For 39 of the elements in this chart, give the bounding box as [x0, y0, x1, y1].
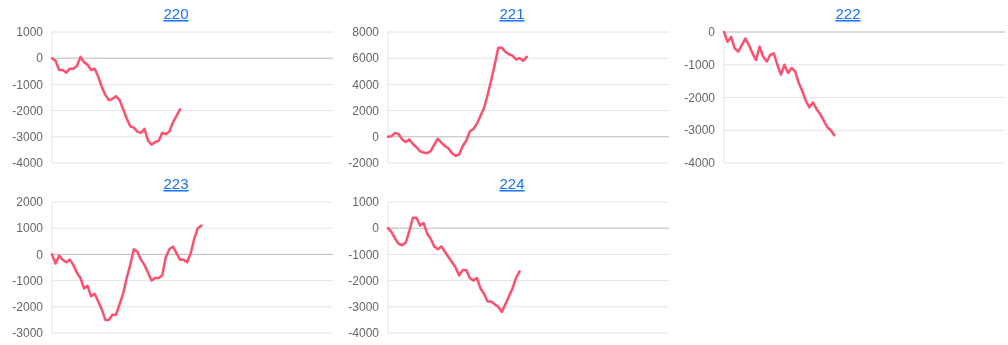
y-tick-label: -4000	[684, 156, 716, 171]
y-tick-label: -1000	[12, 77, 44, 92]
y-tick-label: -1000	[684, 57, 716, 72]
line-series	[50, 224, 203, 322]
y-tick-label: -2000	[348, 273, 380, 288]
y-tick-label: 0	[36, 51, 44, 66]
y-tick-label: 1000	[16, 25, 44, 40]
y-tick-label: 0	[372, 221, 380, 236]
y-tick-label: -2000	[12, 300, 44, 314]
y-tick-label: 0	[372, 130, 380, 144]
y-tick-label: 2000	[352, 103, 380, 118]
y-tick-label: 8000	[352, 25, 380, 40]
y-tick-label: -3000	[12, 326, 44, 341]
y-tick-label: 1000	[352, 195, 380, 210]
y-tick-label: 0	[708, 25, 716, 40]
y-tick-label: -2000	[348, 156, 380, 171]
chart-title: 221	[499, 5, 525, 22]
chart-title: 224	[499, 175, 525, 192]
y-tick-label: 2000	[16, 195, 44, 210]
y-tick-label: 1000	[16, 221, 44, 236]
chart-title: 220	[163, 5, 189, 22]
line-series	[386, 46, 528, 158]
y-tick-label: -1000	[12, 273, 44, 288]
y-tick-label: 6000	[352, 51, 380, 66]
line-series	[722, 30, 836, 137]
y-tick-label: -4000	[12, 156, 44, 171]
y-tick-label: -3000	[348, 300, 380, 314]
line-series	[386, 216, 521, 314]
line-series	[50, 55, 182, 146]
chart-title: 222	[835, 5, 861, 22]
y-tick-label: -2000	[684, 90, 716, 105]
y-tick-label: -4000	[348, 326, 380, 341]
y-tick-label: 0	[36, 247, 44, 262]
y-tick-label: -3000	[684, 123, 716, 138]
y-tick-label: -2000	[12, 103, 44, 118]
y-tick-label: -1000	[348, 247, 380, 262]
y-tick-label: 4000	[352, 77, 380, 92]
y-tick-label: -3000	[12, 130, 44, 144]
chart-title: 223	[163, 175, 189, 192]
